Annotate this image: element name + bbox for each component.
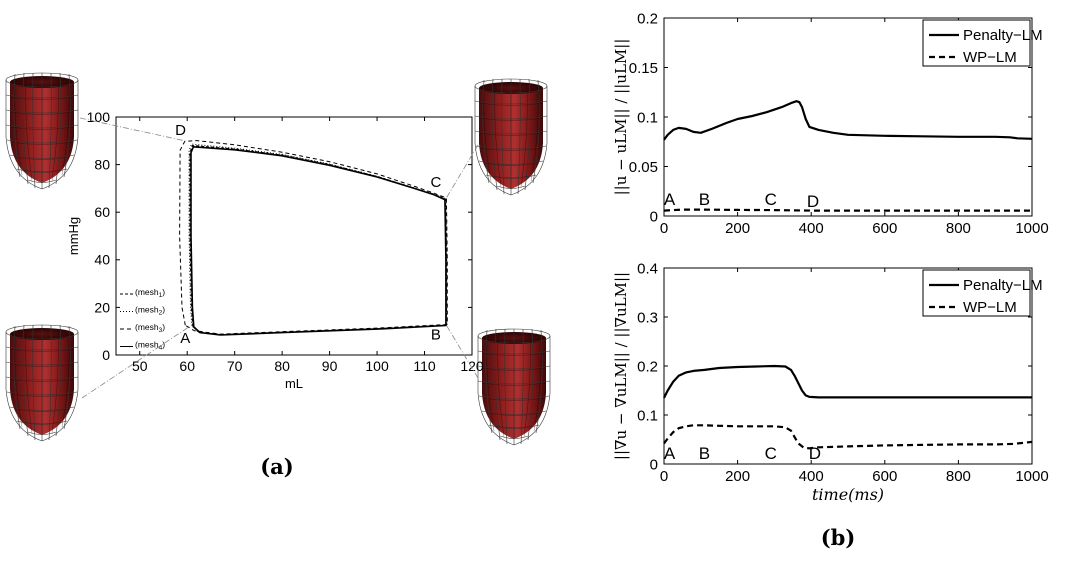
series-line bbox=[663, 100, 1033, 141]
y-tick-label: 20 bbox=[94, 299, 110, 315]
legend-box bbox=[922, 269, 1031, 317]
y-axis-label: ||∇u − ∇uLM|| / ||∇uLM|| bbox=[612, 272, 630, 460]
legend-label: (mesh2) bbox=[135, 305, 165, 317]
y-tick-label: 40 bbox=[94, 252, 110, 268]
y-tick-label: 0.1 bbox=[637, 109, 658, 126]
x-tick-label: 100 bbox=[365, 358, 389, 374]
caption-a: (a) bbox=[260, 454, 293, 479]
series-line bbox=[190, 146, 447, 336]
phase-label: B bbox=[699, 190, 710, 209]
heart-icon-bottom-left bbox=[5, 324, 79, 442]
point-label: D bbox=[175, 122, 186, 139]
displacement-error-chart: 0 200 400 600 800 1000 0 0.05 0.1 0.15 0.2 A B C D Pena… bbox=[612, 10, 1049, 237]
caption-b: (b) bbox=[821, 525, 856, 550]
legend-label: Penalty−LM bbox=[963, 277, 1043, 294]
gradient-error-chart: 0 200 400 600 800 1000 0 0.1 0.2 0.3 0.4 A B C D Penalt… bbox=[612, 260, 1049, 504]
point-label: C bbox=[431, 174, 442, 191]
y-axis-label: mmHg bbox=[66, 217, 81, 255]
series-line bbox=[663, 208, 1032, 212]
phase-label: A bbox=[664, 444, 676, 463]
heart-connector bbox=[79, 117, 185, 142]
x-tick-label: 1000 bbox=[1015, 468, 1048, 485]
y-tick-label: 0.15 bbox=[629, 60, 658, 77]
phase-label: C bbox=[765, 444, 777, 463]
legend-label: WP−LM bbox=[963, 49, 1017, 66]
y-tick-label: 100 bbox=[87, 109, 111, 125]
series-line bbox=[663, 364, 1032, 399]
x-axis-label: mL bbox=[285, 376, 303, 391]
x-tick-label: 600 bbox=[872, 220, 897, 237]
x-tick-label: 400 bbox=[799, 468, 824, 485]
point-label: B bbox=[431, 327, 441, 344]
x-tick-label: 0 bbox=[660, 220, 668, 237]
x-tick-label: 110 bbox=[413, 358, 436, 374]
x-tick-label: 0 bbox=[660, 468, 668, 485]
legend-box bbox=[922, 19, 1031, 67]
legend-label: WP−LM bbox=[963, 299, 1017, 316]
pv-loop-chart: 50 60 70 80 90 100 110 120 0 20 40 60 80 100 mL mmHg D C A… bbox=[66, 109, 484, 399]
phase-label: C bbox=[765, 190, 777, 209]
x-tick-label: 600 bbox=[872, 468, 897, 485]
phase-label: D bbox=[809, 444, 821, 463]
y-axis-label: ||u − uLM|| / ||uLM|| bbox=[612, 39, 630, 196]
heart-connector bbox=[81, 326, 190, 399]
y-tick-label: 0.2 bbox=[637, 358, 658, 375]
legend-label: (mesh3) bbox=[135, 322, 165, 334]
x-tick-label: 60 bbox=[179, 358, 195, 374]
phase-label: D bbox=[807, 192, 819, 211]
y-tick-label: 0 bbox=[102, 347, 110, 363]
y-tick-label: 0.05 bbox=[629, 159, 658, 176]
series-line bbox=[189, 145, 447, 336]
legend-label: (mesh1) bbox=[135, 287, 165, 299]
x-tick-label: 400 bbox=[799, 220, 824, 237]
x-axis-label: time(ms) bbox=[812, 485, 884, 504]
heart-connector bbox=[446, 144, 479, 199]
y-tick-label: 0 bbox=[650, 456, 658, 473]
x-tick-label: 120 bbox=[460, 358, 484, 374]
y-tick-label: 0 bbox=[650, 208, 658, 225]
y-tick-label: 80 bbox=[94, 157, 110, 173]
series-line bbox=[179, 140, 448, 335]
x-tick-label: 90 bbox=[322, 358, 338, 374]
heart-icon-top-right bbox=[474, 78, 548, 196]
x-tick-label: 50 bbox=[132, 358, 148, 374]
y-tick-label: 0.4 bbox=[637, 260, 658, 277]
series-line bbox=[663, 424, 1033, 450]
x-tick-label: 800 bbox=[946, 220, 971, 237]
x-tick-label: 70 bbox=[227, 358, 243, 374]
legend-label: Penalty−LM bbox=[963, 27, 1043, 44]
series-line bbox=[188, 143, 448, 335]
x-tick-label: 1000 bbox=[1015, 220, 1048, 237]
y-tick-label: 0.1 bbox=[637, 407, 658, 424]
x-tick-label: 80 bbox=[274, 358, 290, 374]
plot-frame bbox=[115, 116, 473, 356]
heart-icon-top-left bbox=[5, 72, 79, 190]
phase-label: A bbox=[664, 190, 676, 209]
legend-label: (mesh4) bbox=[135, 340, 165, 352]
heart-icon-bottom-right bbox=[477, 328, 551, 446]
x-tick-label: 200 bbox=[725, 220, 750, 237]
y-tick-label: 0.3 bbox=[637, 309, 658, 326]
phase-label: B bbox=[699, 444, 710, 463]
heart-connector bbox=[446, 325, 479, 379]
x-tick-label: 200 bbox=[725, 468, 750, 485]
y-tick-label: 60 bbox=[94, 204, 110, 220]
x-tick-label: 800 bbox=[946, 468, 971, 485]
y-tick-label: 0.2 bbox=[637, 10, 658, 27]
point-label: A bbox=[180, 330, 190, 347]
